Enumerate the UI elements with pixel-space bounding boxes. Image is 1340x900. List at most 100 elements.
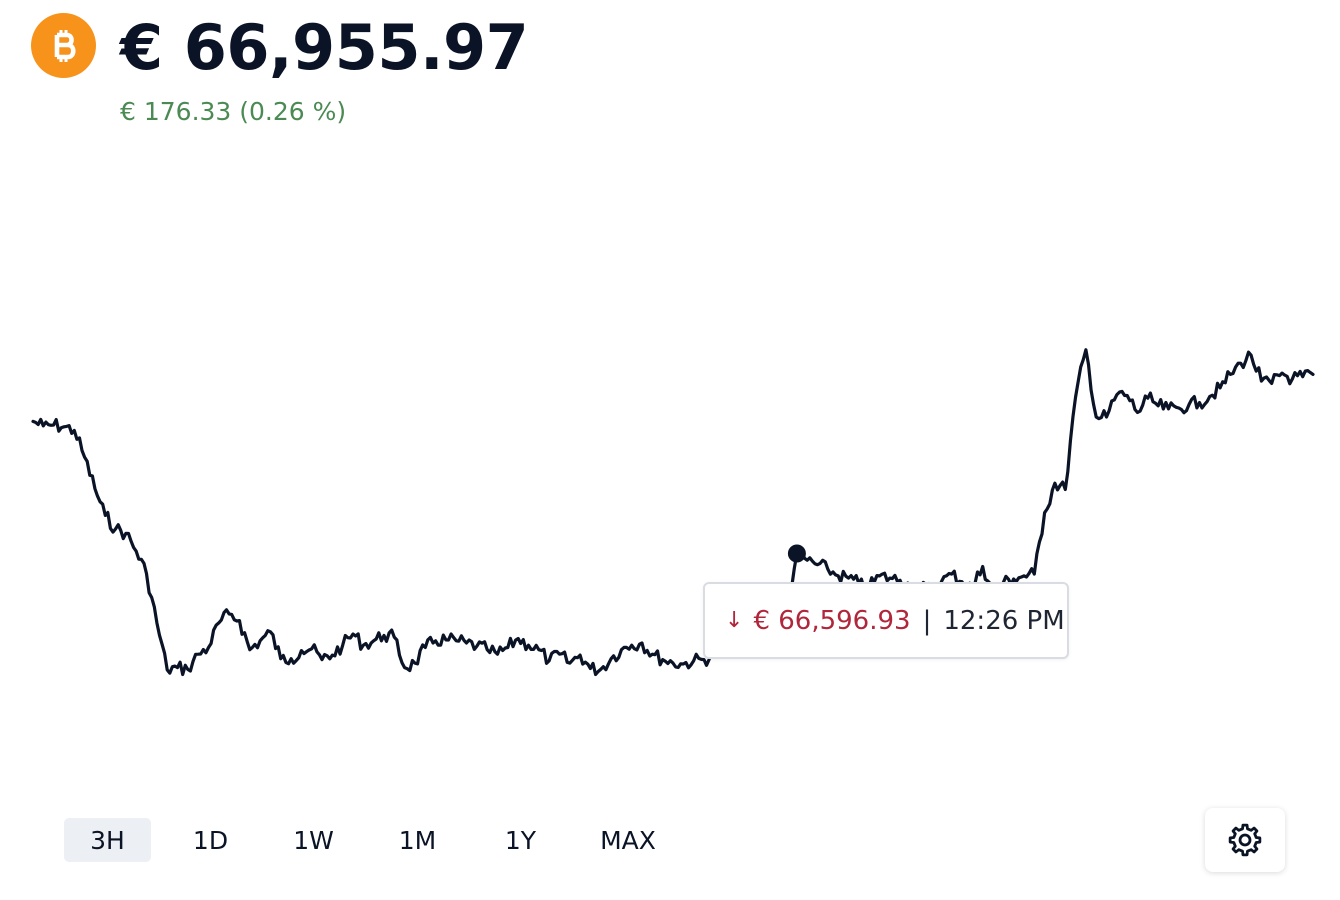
data-point[interactable] <box>308 645 316 653</box>
range-tab-1m[interactable]: 1M <box>398 825 437 855</box>
data-point[interactable] <box>1165 405 1173 413</box>
data-point[interactable] <box>1123 392 1131 400</box>
data-point[interactable] <box>256 637 264 645</box>
data-point[interactable] <box>504 644 512 652</box>
data-point[interactable] <box>318 656 326 664</box>
data-point[interactable] <box>834 572 842 580</box>
range-tab-max[interactable]: MAX <box>600 825 656 855</box>
chart-svg[interactable] <box>0 140 1340 800</box>
data-point[interactable] <box>545 657 553 665</box>
data-point[interactable] <box>91 485 99 493</box>
data-point[interactable] <box>1226 370 1234 378</box>
data-point[interactable] <box>122 529 130 537</box>
data-point[interactable] <box>29 417 37 425</box>
data-point[interactable] <box>535 646 543 654</box>
data-point[interactable] <box>401 664 409 672</box>
data-point[interactable] <box>1103 413 1111 421</box>
data-point[interactable] <box>236 617 244 625</box>
data-point[interactable] <box>576 651 584 659</box>
data-point[interactable] <box>370 637 378 645</box>
data-point[interactable] <box>39 422 47 430</box>
data-point[interactable] <box>690 657 698 665</box>
data-point[interactable] <box>432 637 440 645</box>
data-point[interactable] <box>163 666 171 674</box>
settings-button[interactable] <box>1205 808 1285 872</box>
data-point[interactable] <box>1216 384 1224 392</box>
data-point[interactable] <box>1268 379 1276 387</box>
data-point[interactable] <box>556 650 564 658</box>
data-point[interactable] <box>359 641 367 649</box>
data-point[interactable] <box>81 453 89 461</box>
data-point[interactable] <box>628 641 636 649</box>
data-point[interactable] <box>845 574 853 582</box>
data-point[interactable] <box>411 659 419 667</box>
data-point[interactable] <box>390 633 398 641</box>
data-point[interactable] <box>452 637 460 645</box>
data-point[interactable] <box>876 572 884 580</box>
data-point[interactable] <box>659 656 667 664</box>
range-tab-1w[interactable]: 1W <box>293 825 334 855</box>
data-point[interactable] <box>1072 393 1080 401</box>
data-point[interactable] <box>463 639 471 647</box>
data-point[interactable] <box>339 641 347 649</box>
data-point[interactable] <box>1082 346 1090 354</box>
data-point[interactable] <box>886 574 894 582</box>
data-point[interactable] <box>174 664 182 672</box>
data-point[interactable] <box>638 639 646 647</box>
data-point[interactable] <box>1257 377 1265 385</box>
data-point[interactable] <box>1288 375 1296 383</box>
data-point[interactable] <box>1113 391 1121 399</box>
data-point[interactable] <box>112 525 120 533</box>
data-point[interactable] <box>287 655 295 663</box>
data-point[interactable] <box>566 659 574 667</box>
data-point[interactable] <box>349 630 357 638</box>
data-point[interactable] <box>328 651 336 659</box>
range-tab-1y[interactable]: 1Y <box>504 825 537 855</box>
data-point[interactable] <box>1144 394 1152 402</box>
data-point[interactable] <box>1299 373 1307 381</box>
price-line-chart[interactable] <box>0 140 1340 800</box>
data-point[interactable] <box>607 655 615 663</box>
data-point[interactable] <box>60 423 68 431</box>
data-point[interactable] <box>184 665 192 673</box>
range-tab-1d[interactable]: 1D <box>192 825 229 855</box>
data-point[interactable] <box>814 561 822 569</box>
data-point[interactable] <box>1134 409 1142 417</box>
data-point[interactable] <box>1092 413 1100 421</box>
data-point[interactable] <box>514 635 522 643</box>
data-point[interactable] <box>225 610 233 618</box>
data-point[interactable] <box>132 547 140 555</box>
data-point[interactable] <box>1175 404 1183 412</box>
data-point[interactable] <box>1206 392 1214 400</box>
data-point[interactable] <box>473 642 481 650</box>
data-point[interactable] <box>297 647 305 655</box>
data-point[interactable] <box>679 660 687 668</box>
data-point[interactable] <box>70 426 78 434</box>
data-point[interactable] <box>483 646 491 654</box>
data-point[interactable] <box>215 619 223 627</box>
range-tab-3h[interactable]: 3H <box>64 818 151 862</box>
data-point[interactable] <box>1041 509 1049 517</box>
data-point[interactable] <box>669 659 677 667</box>
data-point[interactable] <box>1030 570 1038 578</box>
data-point[interactable] <box>143 570 151 578</box>
data-point[interactable] <box>101 511 109 519</box>
data-point[interactable] <box>1196 399 1204 407</box>
data-point[interactable] <box>1061 486 1069 494</box>
data-point[interactable] <box>1309 370 1317 378</box>
data-point[interactable] <box>979 563 987 571</box>
data-point[interactable] <box>1051 479 1059 487</box>
data-point[interactable] <box>525 641 533 649</box>
data-point[interactable] <box>586 665 594 673</box>
data-point[interactable] <box>617 646 625 654</box>
data-point[interactable] <box>824 565 832 573</box>
data-point[interactable] <box>1278 369 1286 377</box>
data-point[interactable] <box>421 644 429 652</box>
data-point[interactable] <box>494 650 502 658</box>
data-point[interactable] <box>205 644 213 652</box>
data-point[interactable] <box>1020 572 1028 580</box>
data-point[interactable] <box>277 655 285 663</box>
data-point[interactable] <box>597 665 605 673</box>
data-point[interactable] <box>948 570 956 578</box>
data-point[interactable] <box>266 628 274 636</box>
